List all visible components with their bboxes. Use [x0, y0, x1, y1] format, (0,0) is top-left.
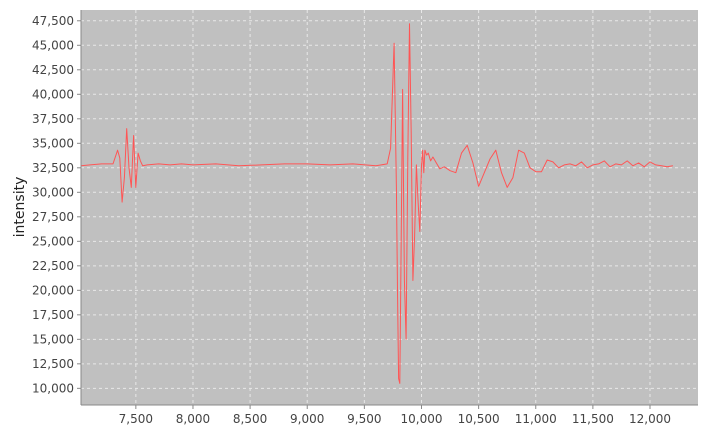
y-tick-label: 12,500 — [32, 357, 74, 371]
y-tick-label: 37,500 — [32, 112, 74, 126]
y-axis-ticks: 10,000 12,500 15,000 17,500 20,000 22,500 25,0… — [32, 14, 81, 395]
series-layer — [80, 23, 673, 384]
y-tick-label: 15,000 — [32, 332, 74, 346]
x-tick-label: 11,500 — [572, 412, 614, 426]
x-tick-label: 11,000 — [515, 412, 557, 426]
y-tick-label: 17,500 — [32, 308, 74, 322]
y-tick-label: 35,000 — [32, 136, 74, 150]
x-tick-label: 9,000 — [290, 412, 324, 426]
x-tick-label: 12,000 — [629, 412, 671, 426]
y-tick-label: 45,000 — [32, 38, 74, 52]
y-tick-label: 22,500 — [32, 259, 74, 273]
y-axis-title: intensity — [12, 177, 28, 238]
x-axis-ticks: 7,500 8,000 8,500 9,000 9,500 10,000 10,500 11,… — [119, 405, 671, 426]
y-tick-label: 10,000 — [32, 381, 74, 395]
x-tick-label: 10,500 — [458, 412, 500, 426]
grid-lines — [81, 10, 698, 405]
y-tick-label: 32,500 — [32, 161, 74, 175]
x-tick-label: 9,500 — [347, 412, 381, 426]
y-tick-label: 25,000 — [32, 234, 74, 248]
y-tick-label: 40,000 — [32, 87, 74, 101]
y-tick-label: 27,500 — [32, 210, 74, 224]
y-tick-label: 20,000 — [32, 283, 74, 297]
y-tick-label: 30,000 — [32, 185, 74, 199]
x-tick-label: 7,500 — [119, 412, 153, 426]
x-tick-label: 10,000 — [400, 412, 442, 426]
x-tick-label: 8,000 — [176, 412, 210, 426]
y-tick-label: 47,500 — [32, 14, 74, 28]
plot-area — [81, 10, 698, 405]
x-tick-label: 8,500 — [233, 412, 267, 426]
y-tick-label: 42,500 — [32, 63, 74, 77]
series-line-intensity — [80, 23, 673, 384]
